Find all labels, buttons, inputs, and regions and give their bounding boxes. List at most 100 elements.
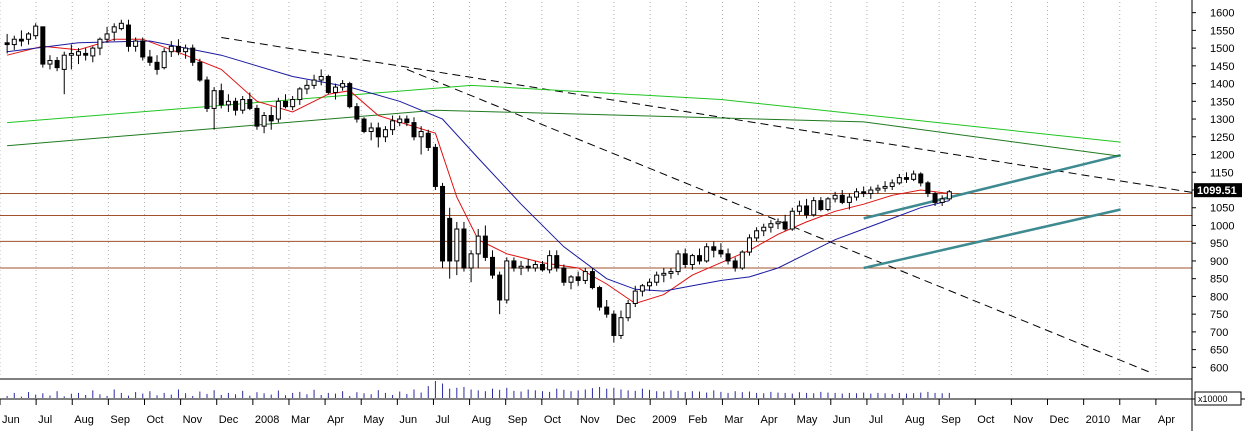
candle-body <box>554 255 560 269</box>
time-axis: Jun Jul Aug Sep Oct Nov Dec 2008 Mar Apr May Jun Jul… <box>0 399 1175 426</box>
candle-body <box>689 255 695 265</box>
volume-axis-label-text: x10000 <box>1198 394 1228 404</box>
candle-body <box>532 263 538 269</box>
price-tick-label: 1050 <box>1210 203 1234 215</box>
candle-body <box>54 60 60 69</box>
trendline <box>863 208 1121 270</box>
candle-body <box>290 99 296 108</box>
candle-body <box>125 24 131 47</box>
candle-body <box>761 226 767 232</box>
candle-body <box>111 26 117 33</box>
price-tick-label: 950 <box>1210 238 1228 250</box>
trendlines <box>7 37 1200 373</box>
price-tick-label: 1600 <box>1210 8 1234 20</box>
candle-body <box>361 118 367 132</box>
time-tick-label: Jun <box>399 414 417 426</box>
candle-body <box>11 38 17 46</box>
candle-body <box>647 281 653 287</box>
time-tick-label: Oct <box>544 414 561 426</box>
volume-axis-label-box <box>1194 391 1242 406</box>
candle-body <box>889 182 895 187</box>
volume-axis-label: x10000 <box>1194 391 1242 406</box>
candle-body <box>497 274 503 301</box>
last-value-background <box>1194 183 1242 198</box>
candle-body <box>696 255 702 262</box>
time-tick-label: Aug <box>74 414 94 426</box>
time-tick-label: Oct <box>977 414 994 426</box>
time-tick-label: Nov <box>1013 414 1033 426</box>
candle-body <box>104 33 110 40</box>
time-tick-label: May <box>797 414 818 426</box>
time-tick-label: Jun <box>2 414 20 426</box>
candle-body <box>768 223 774 228</box>
candle-body <box>332 86 338 93</box>
price-tick-label: 600 <box>1210 362 1228 374</box>
candle-body <box>76 51 82 56</box>
time-tick-label: Dec <box>616 414 636 426</box>
candle-body <box>611 313 617 336</box>
time-tick-label: May <box>363 414 384 426</box>
time-tick-label: Apr <box>327 414 344 426</box>
candle-body <box>718 249 724 255</box>
candle-body <box>468 253 474 269</box>
candle-body <box>896 177 902 184</box>
candle-body <box>440 185 446 262</box>
trendline <box>221 37 1200 194</box>
time-tick-label: Aug <box>472 414 492 426</box>
candle-body <box>397 118 403 124</box>
candle-body <box>882 185 888 189</box>
price-tick-label: 1150 <box>1210 167 1234 179</box>
candle-body <box>161 51 167 69</box>
candle-body <box>839 194 845 203</box>
candle-body <box>247 99 253 109</box>
candle-body <box>183 47 189 53</box>
time-tick-label: Dec <box>219 414 239 426</box>
price-tick-label: 1250 <box>1210 132 1234 144</box>
candle-body <box>275 100 281 120</box>
time-tick-label: Jul <box>38 414 52 426</box>
candle-body <box>561 267 567 283</box>
candle-body <box>447 217 453 262</box>
price-tick-label: 750 <box>1210 309 1228 321</box>
candle-body <box>461 228 467 269</box>
candle-body <box>868 189 874 195</box>
candle-body <box>175 45 181 53</box>
candle-body <box>711 246 717 251</box>
last-value-box: 1099.51 <box>1194 183 1242 198</box>
time-tick-label: Mar <box>291 414 310 426</box>
candle-body <box>582 271 588 281</box>
candle-body <box>589 271 595 289</box>
time-tick-label: Dec <box>1050 414 1070 426</box>
grid <box>0 2 1193 378</box>
candle-body <box>411 122 417 138</box>
candle-body <box>18 38 24 42</box>
candle-body <box>504 260 510 301</box>
candle-body <box>675 253 681 273</box>
candle-body <box>903 177 909 180</box>
price-tick-label: 850 <box>1210 274 1228 286</box>
time-tick-label: Sep <box>941 414 961 426</box>
candle-body <box>233 100 239 111</box>
candle-body <box>382 129 388 138</box>
candle-body <box>118 22 124 30</box>
candle-body <box>33 25 39 37</box>
candle-body <box>311 79 317 86</box>
candle-body <box>390 120 396 131</box>
candle-body <box>204 79 210 109</box>
candle-body <box>939 198 945 203</box>
price-tick-label: 1350 <box>1210 96 1234 108</box>
candle-body <box>368 127 374 132</box>
candle-body <box>825 198 831 211</box>
candle-body <box>47 60 53 65</box>
candle-body <box>97 38 103 49</box>
time-tick-label: Feb <box>688 414 707 426</box>
trendline <box>7 109 1121 157</box>
candle-body <box>297 88 303 101</box>
price-tick-label: 1200 <box>1210 150 1234 162</box>
time-tick-label: Sep <box>110 414 130 426</box>
candle-body <box>404 118 410 124</box>
candle-body <box>4 42 10 46</box>
candle-body <box>154 61 160 70</box>
